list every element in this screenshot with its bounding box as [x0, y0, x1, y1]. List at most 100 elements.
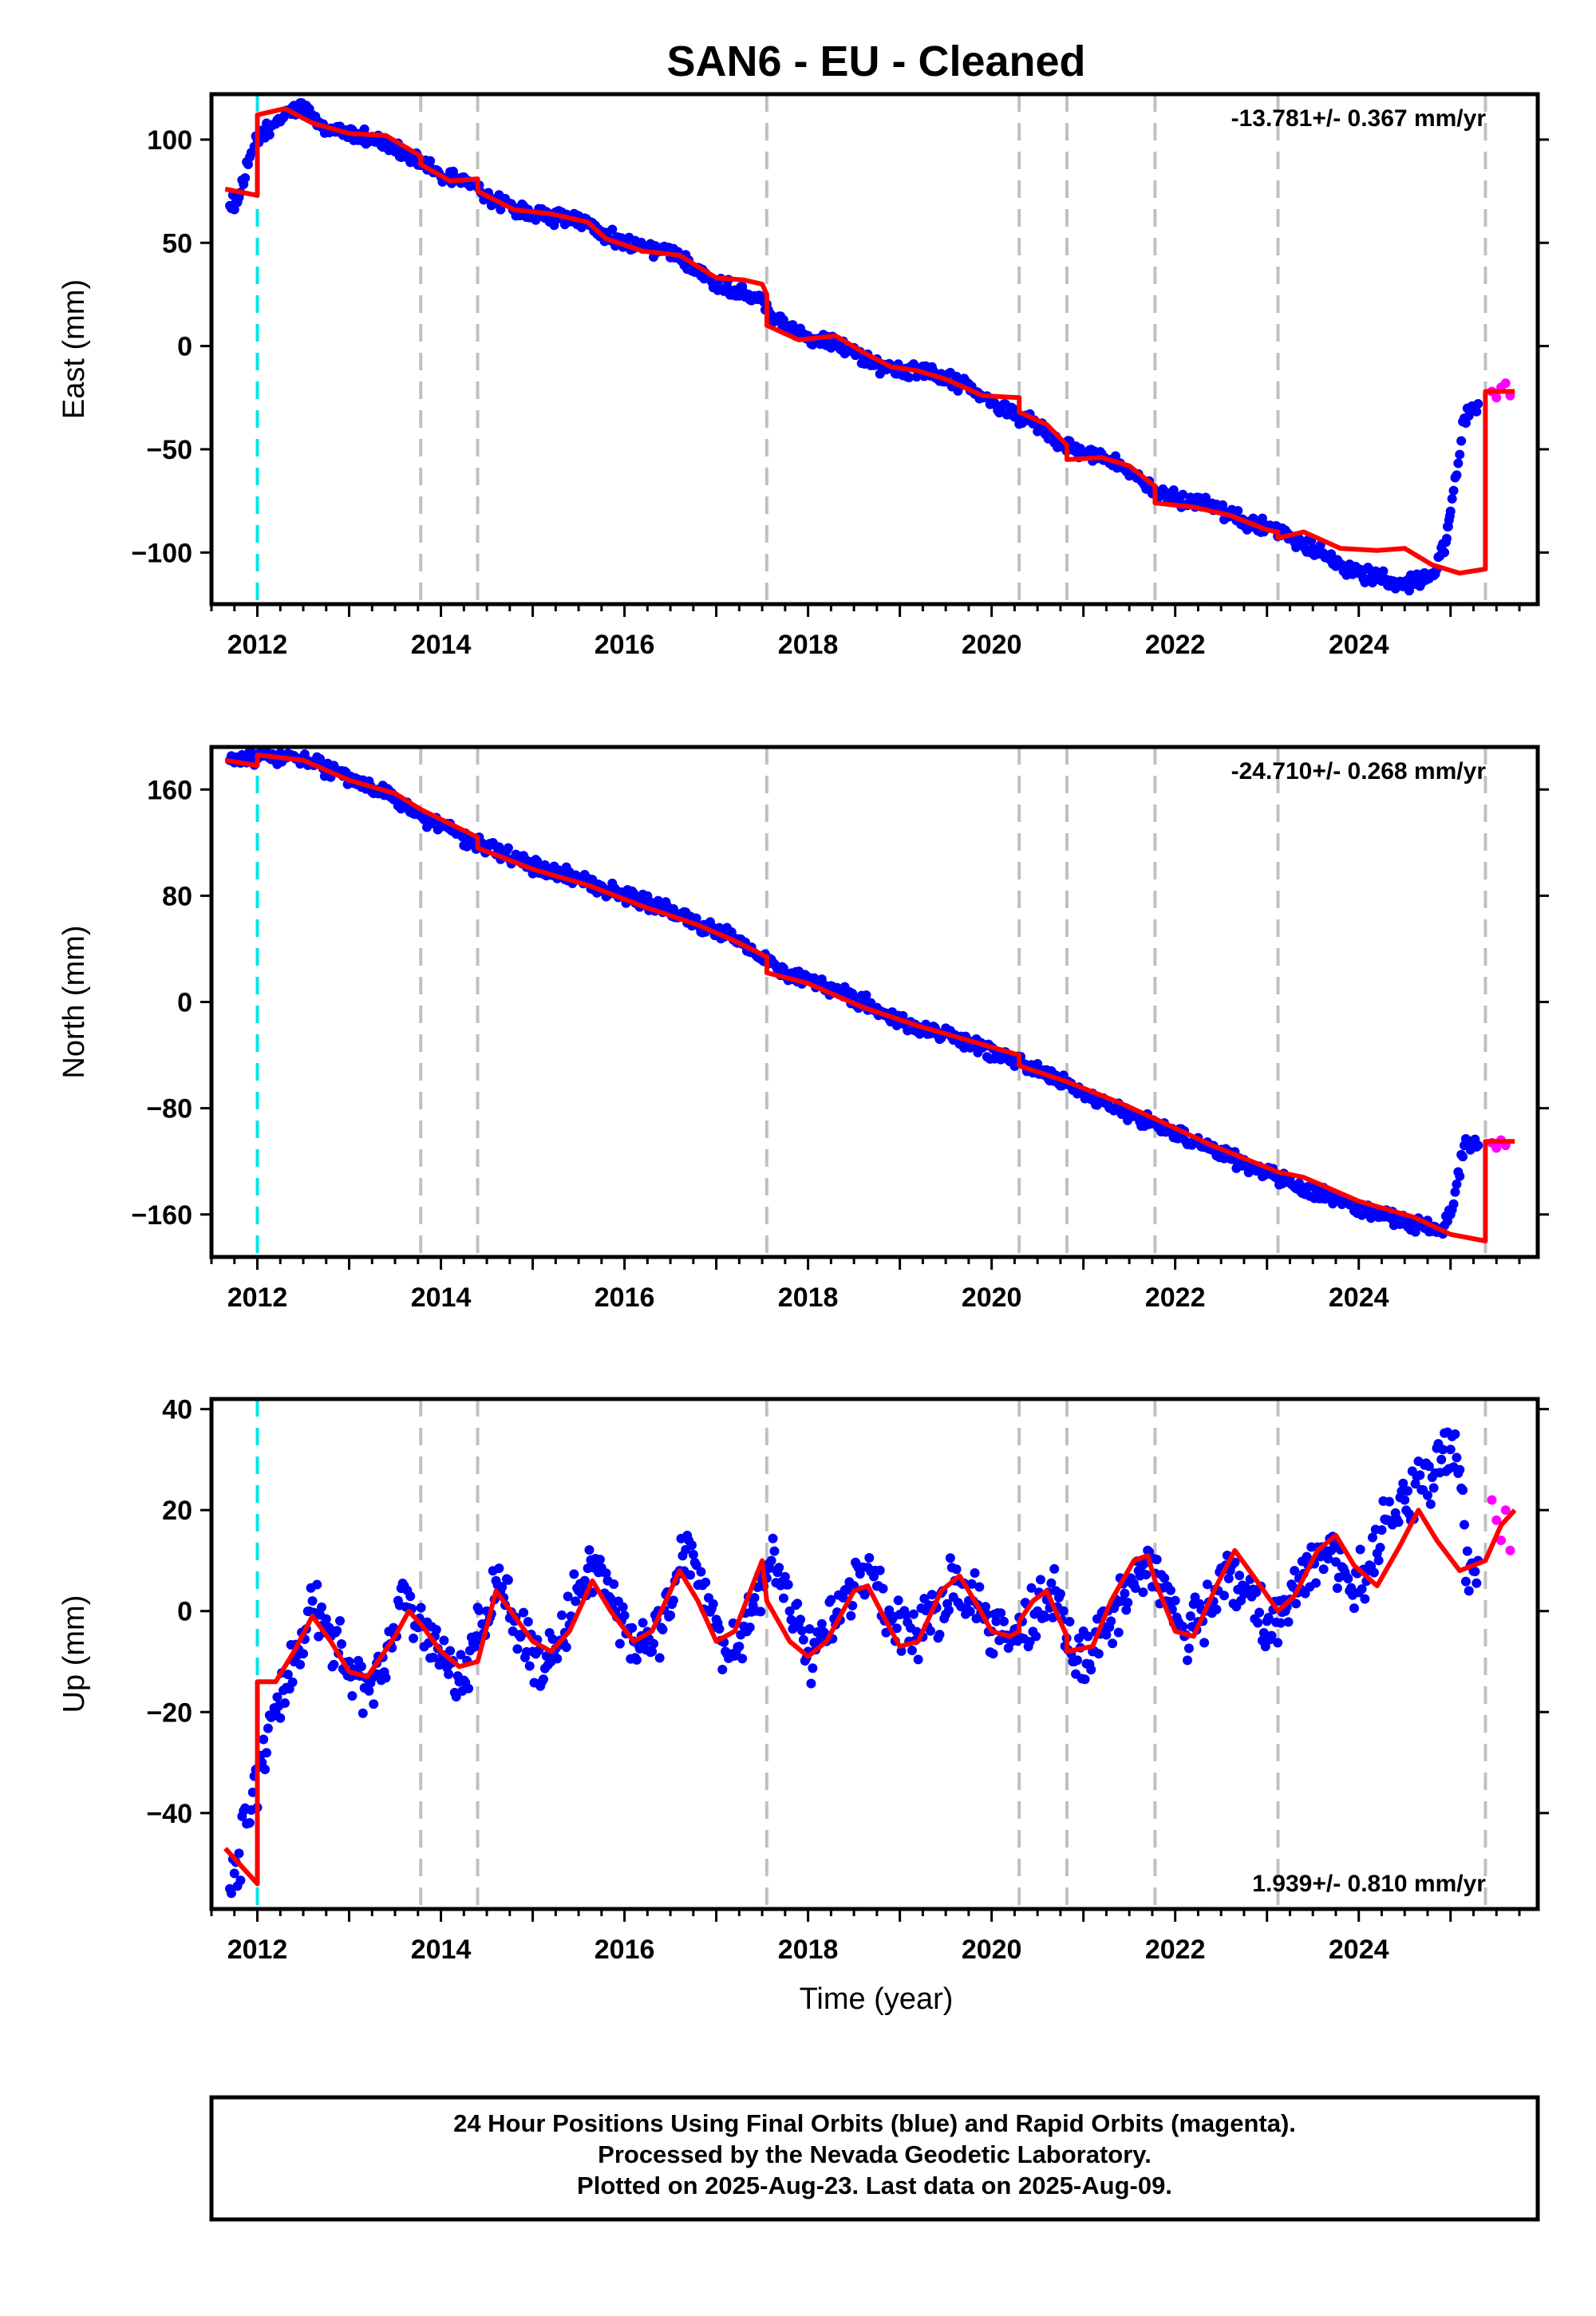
x-tick-label: 2020	[962, 1935, 1022, 1965]
final-orbit-point	[1416, 1484, 1427, 1495]
final-orbit-point	[561, 1642, 571, 1653]
final-orbit-point	[965, 1607, 975, 1617]
final-orbit-point	[1415, 1470, 1425, 1480]
final-orbit-point	[1104, 1622, 1115, 1632]
final-orbit-point	[1404, 586, 1414, 596]
y-axis-label: Up (mm)	[57, 1595, 91, 1713]
final-orbit-point	[263, 1723, 273, 1733]
final-orbit-point	[1441, 533, 1452, 543]
final-orbit-point	[1072, 1655, 1082, 1666]
final-orbit-point	[1462, 1546, 1472, 1556]
final-orbit-point	[226, 1888, 236, 1899]
plot-area-east	[224, 94, 1515, 604]
final-orbit-point	[1159, 1573, 1170, 1583]
final-orbit-point	[1302, 1551, 1312, 1562]
x-tick-label: 2024	[1329, 630, 1389, 660]
rapid-orbit-point	[1495, 1535, 1506, 1546]
final-orbit-point	[1121, 1605, 1132, 1615]
x-tick-label: 2020	[962, 630, 1022, 660]
final-orbit-point	[1263, 1612, 1274, 1622]
final-orbit-point	[908, 1609, 918, 1619]
x-tick-label: 2022	[1145, 1935, 1206, 1965]
x-tick-label: 2014	[411, 1935, 472, 1965]
panel-east: 2012 2014 2016 2018 2020 2022 2024 100 50 0 −50 −10…	[57, 92, 1549, 660]
final-orbit-point	[685, 1570, 696, 1580]
final-orbit-point	[240, 172, 251, 183]
final-orbit-point	[234, 1848, 244, 1859]
final-orbit-point	[774, 1563, 784, 1573]
final-orbit-point	[745, 1622, 755, 1633]
panel-north: 2012 2014 2016 2018 2020 2022 2024 160 80 0 −80 −16…	[57, 745, 1549, 1313]
final-orbit-point	[519, 1607, 529, 1618]
final-orbit-point	[609, 1579, 619, 1589]
final-orbit-point	[614, 1638, 625, 1649]
final-orbit-point	[734, 1642, 745, 1652]
final-orbit-point	[1448, 485, 1459, 496]
rate-label: -24.710+/- 0.268 mm/yr	[1231, 758, 1487, 785]
final-orbit-point	[434, 1660, 444, 1670]
final-orbit-point	[618, 1602, 628, 1612]
final-orbit-point	[769, 1546, 780, 1556]
final-orbit-point	[1343, 1574, 1353, 1584]
final-orbit-point	[1029, 1609, 1040, 1619]
final-orbit-point	[298, 1649, 309, 1659]
final-orbit-point	[1253, 1618, 1263, 1628]
final-orbit-point	[846, 1611, 856, 1621]
final-orbit-point	[1355, 1544, 1365, 1555]
final-orbit-point	[1442, 1216, 1452, 1227]
final-orbit-point	[356, 1662, 366, 1672]
x-tick-label: 2016	[595, 630, 655, 660]
x-tick-label: 2012	[227, 630, 288, 660]
y-axis-label: East (mm)	[57, 279, 91, 419]
final-orbit-point	[1444, 511, 1455, 521]
final-orbit-point	[1170, 1595, 1180, 1606]
panels: 2012 2014 2016 2018 2020 2022 2024 100 50 0 −50 −10…	[57, 92, 1549, 1965]
final-orbit-point	[579, 1575, 590, 1586]
final-orbit-point	[1233, 506, 1243, 516]
final-orbit-point	[1273, 1638, 1283, 1648]
y-tick-label: 160	[147, 775, 192, 805]
final-orbit-point	[686, 1540, 697, 1551]
final-orbit-point	[1065, 1617, 1075, 1627]
x-tick-label: 2012	[227, 1282, 288, 1313]
final-orbit-point	[638, 1618, 648, 1628]
final-orbit-point	[826, 1595, 836, 1605]
final-orbit-point	[503, 843, 513, 853]
final-orbit-point	[646, 1647, 656, 1658]
final-orbit-point	[607, 224, 618, 235]
final-orbit-point	[808, 1663, 818, 1674]
final-orbit-point	[786, 1614, 796, 1625]
final-orbit-point	[714, 1624, 725, 1634]
final-orbit-point	[737, 282, 748, 292]
y-tick-label: −20	[146, 1697, 192, 1728]
final-orbit-point	[1110, 451, 1120, 461]
y-tick-label: 0	[177, 988, 192, 1018]
final-orbit-point	[1165, 1585, 1175, 1595]
final-orbit-point	[1294, 1178, 1304, 1188]
final-orbit-point	[1410, 1227, 1420, 1237]
final-orbit-point	[1453, 1468, 1464, 1478]
final-orbit-point	[726, 927, 737, 937]
final-orbit-point	[1459, 1520, 1469, 1530]
final-orbit-point	[1460, 1576, 1471, 1587]
final-orbit-point	[1190, 1592, 1200, 1603]
final-orbit-point	[287, 1677, 298, 1687]
panel-up: 2012 2014 2016 2018 2020 2022 2024 40 20 0 −20 −40 U…	[57, 1395, 1549, 1965]
final-orbit-point	[474, 1605, 484, 1615]
x-tick-label: 2018	[778, 1935, 839, 1965]
final-orbit-point	[524, 1661, 535, 1671]
final-orbit-point	[778, 1593, 788, 1603]
final-orbit-point	[335, 1615, 346, 1626]
final-orbit-point	[998, 1616, 1009, 1626]
final-orbit-point	[1472, 1578, 1482, 1588]
final-orbit-point	[1055, 1589, 1065, 1599]
y-tick-label: −50	[146, 435, 192, 465]
rate-label: -13.781+/- 0.367 mm/yr	[1231, 105, 1487, 132]
final-orbit-point	[717, 1665, 728, 1675]
final-orbit-point	[260, 1765, 271, 1775]
final-orbit-point	[798, 1634, 808, 1645]
final-orbit-point	[1450, 1429, 1460, 1440]
plot-area-north	[224, 747, 1515, 1257]
final-orbit-point	[649, 1638, 658, 1649]
final-orbit-point	[275, 1713, 286, 1723]
